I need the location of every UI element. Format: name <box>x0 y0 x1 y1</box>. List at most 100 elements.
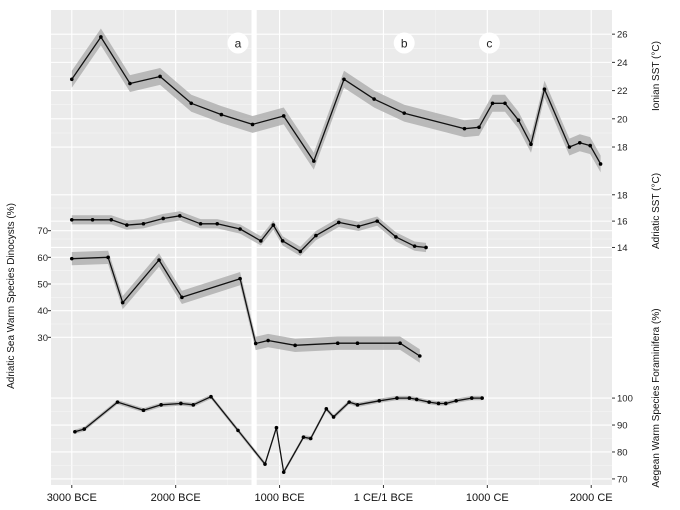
aegean-warm-species-foraminifera-point <box>301 435 306 439</box>
phase-marker-label: a <box>235 37 242 51</box>
aegean-warm-species-foraminifera-point <box>236 428 240 433</box>
aegean-tick-label: 80 <box>617 447 628 458</box>
series-layer <box>69 28 603 475</box>
ionian-sst-series <box>69 28 603 173</box>
aegean-warm-species-foraminifera-line <box>74 396 483 473</box>
ionian-sst-point <box>516 118 521 123</box>
aegean-warm-species-foraminifera-point <box>115 400 120 404</box>
aegean-warm-species-foraminifera-point <box>82 427 87 431</box>
adriatic-sst-point <box>125 223 129 227</box>
adriatic-sea-warm-species-dinocysts-point <box>120 300 125 305</box>
aegean-warm-species-foraminifera-point <box>159 403 163 407</box>
adriatic-sea-warm-species-dinocysts-point <box>180 295 184 300</box>
ionian-sst-point <box>462 126 467 131</box>
aegean-warm-species-foraminifera-point <box>377 398 382 403</box>
ionian-sst-point <box>542 87 547 91</box>
adriatic-sea-warm-species-dinocysts-point <box>157 258 161 262</box>
adriatic-sst-point <box>271 223 276 227</box>
aegean-warm-species-foraminifera-point <box>263 462 267 466</box>
axes-layer: 3000 BCE 2000 BCE 1000 BCE 1 CE/1 BCE 1000 C… <box>6 30 662 504</box>
adriatic-sea-warm-species-dinocysts-point <box>106 255 110 260</box>
aegean-warm-species-foraminifera-point <box>407 396 412 400</box>
ionian-sst-point <box>99 35 103 39</box>
aegean-warm-species-foraminifera-point <box>331 415 336 419</box>
adriatic-sst-point <box>259 239 263 243</box>
adriatic-sea-warm-species-dinocysts-point <box>266 338 270 343</box>
adriatic-sst-point <box>375 219 380 223</box>
ionian-sst-point <box>529 142 533 146</box>
aegean-warm-species-foraminifera-point <box>395 396 399 400</box>
adriatic-sea-warm-species-dinocysts-point <box>335 341 340 346</box>
adriatic_sst-tick-label: 18 <box>617 190 628 201</box>
ionian-sst-point <box>577 140 582 145</box>
adriatic-sst-point <box>356 224 361 229</box>
ionian-tick-label: 18 <box>617 143 628 154</box>
aegean-axis-title: Aegean Warm Species Foraminifera (%) <box>651 308 662 487</box>
adriatic-sea-warm-species-dinocysts-point <box>418 354 422 358</box>
aegean-warm-species-foraminifera-point <box>347 400 351 404</box>
phase-marker-c: c <box>478 32 500 54</box>
adriatic-sst-point <box>69 218 74 222</box>
adriatic-sst-point <box>178 214 182 218</box>
ionian-sst-point <box>312 159 316 163</box>
adriatic_dino-tick-label: 60 <box>37 253 48 264</box>
aegean-tick-label: 70 <box>617 474 628 485</box>
adriatic_sst-tick-label: 14 <box>617 243 628 254</box>
phase-marker-label: b <box>401 37 408 51</box>
aegean-tick-label: 100 <box>617 394 633 405</box>
adriatic_sst-tick-label: 16 <box>617 217 628 228</box>
phase-marker-b: b <box>393 32 415 54</box>
aegean-warm-species-foraminifera-point <box>443 401 448 406</box>
x-tick-label: 1 CE/1 BCE <box>354 492 413 504</box>
adriatic-sst-point <box>412 244 417 248</box>
adriatic-sea-warm-species-dinocysts-point <box>253 341 258 346</box>
phase-marker-circle <box>393 32 415 54</box>
aegean-warm-species-foraminifera-point <box>427 400 431 404</box>
adriatic_dino-tick-label: 50 <box>37 280 48 291</box>
aegean-warm-species-foraminifera-point <box>355 403 360 407</box>
x-tick-label: 1000 BCE <box>254 492 304 504</box>
ionian-sst-point <box>567 145 572 149</box>
aegean-warm-species-foraminifera-point <box>469 396 474 400</box>
aegean-warm-species-foraminifera-point <box>179 401 183 406</box>
aegean-tick-label: 90 <box>617 421 628 432</box>
adriatic-sst-point <box>161 216 165 221</box>
adriatic-sea-warm-species-dinocysts-point <box>238 276 242 281</box>
ionian-sst-point <box>490 101 495 106</box>
adriatic-sst-point <box>90 218 95 222</box>
aegean-warm-species-foraminifera-point <box>141 408 146 413</box>
aegean-warm-species-foraminifera-point <box>308 436 313 441</box>
adriatic-sea-warm-species-dinocysts-uncertainty <box>71 250 420 363</box>
phase-marker-circle <box>478 32 500 54</box>
adriatic-sst-point <box>424 245 428 250</box>
aegean-warm-species-foraminifera-uncertainty <box>74 394 483 475</box>
x-tick-label: 1000 CE <box>466 492 509 504</box>
aegean-warm-species-foraminifera-point <box>414 397 419 402</box>
aegean-warm-species-foraminifera-point <box>281 470 286 474</box>
ionian-sst-point <box>372 97 376 101</box>
adriatic-sst-point <box>198 221 203 226</box>
aegean-warm-species-foraminifera-point <box>436 401 441 406</box>
x-tick-label: 3000 BCE <box>47 492 97 504</box>
ionian-sst-point <box>281 114 286 118</box>
ionian-sst-point <box>128 81 132 86</box>
ionian-sst-point <box>250 122 255 127</box>
adriatic-sst-point <box>238 227 242 231</box>
ionian-tick-label: 22 <box>617 86 628 97</box>
adriatic-sst-point <box>394 235 398 239</box>
aegean-warm-species-foraminifera-series <box>73 394 484 475</box>
adriatic_dino-tick-label: 40 <box>37 306 48 317</box>
adriatic-sst-axis-title: Adriatic SST (°C) <box>651 173 662 249</box>
phase-markers: a b c <box>227 32 500 54</box>
ionian-sst-point <box>158 74 162 79</box>
ionian-tick-label: 20 <box>617 114 628 125</box>
adriatic-sea-warm-species-dinocysts-point <box>293 343 297 348</box>
ionian-sst-point <box>402 111 407 115</box>
x-tick-label: 2000 CE <box>570 492 613 504</box>
ionian-sst-point <box>598 162 603 166</box>
phase-marker-a: a <box>227 32 249 54</box>
highlight-band <box>251 10 257 485</box>
ionian-axis-title: Ionian SST (°C) <box>651 41 662 111</box>
adriatic-sst-point <box>314 233 318 238</box>
